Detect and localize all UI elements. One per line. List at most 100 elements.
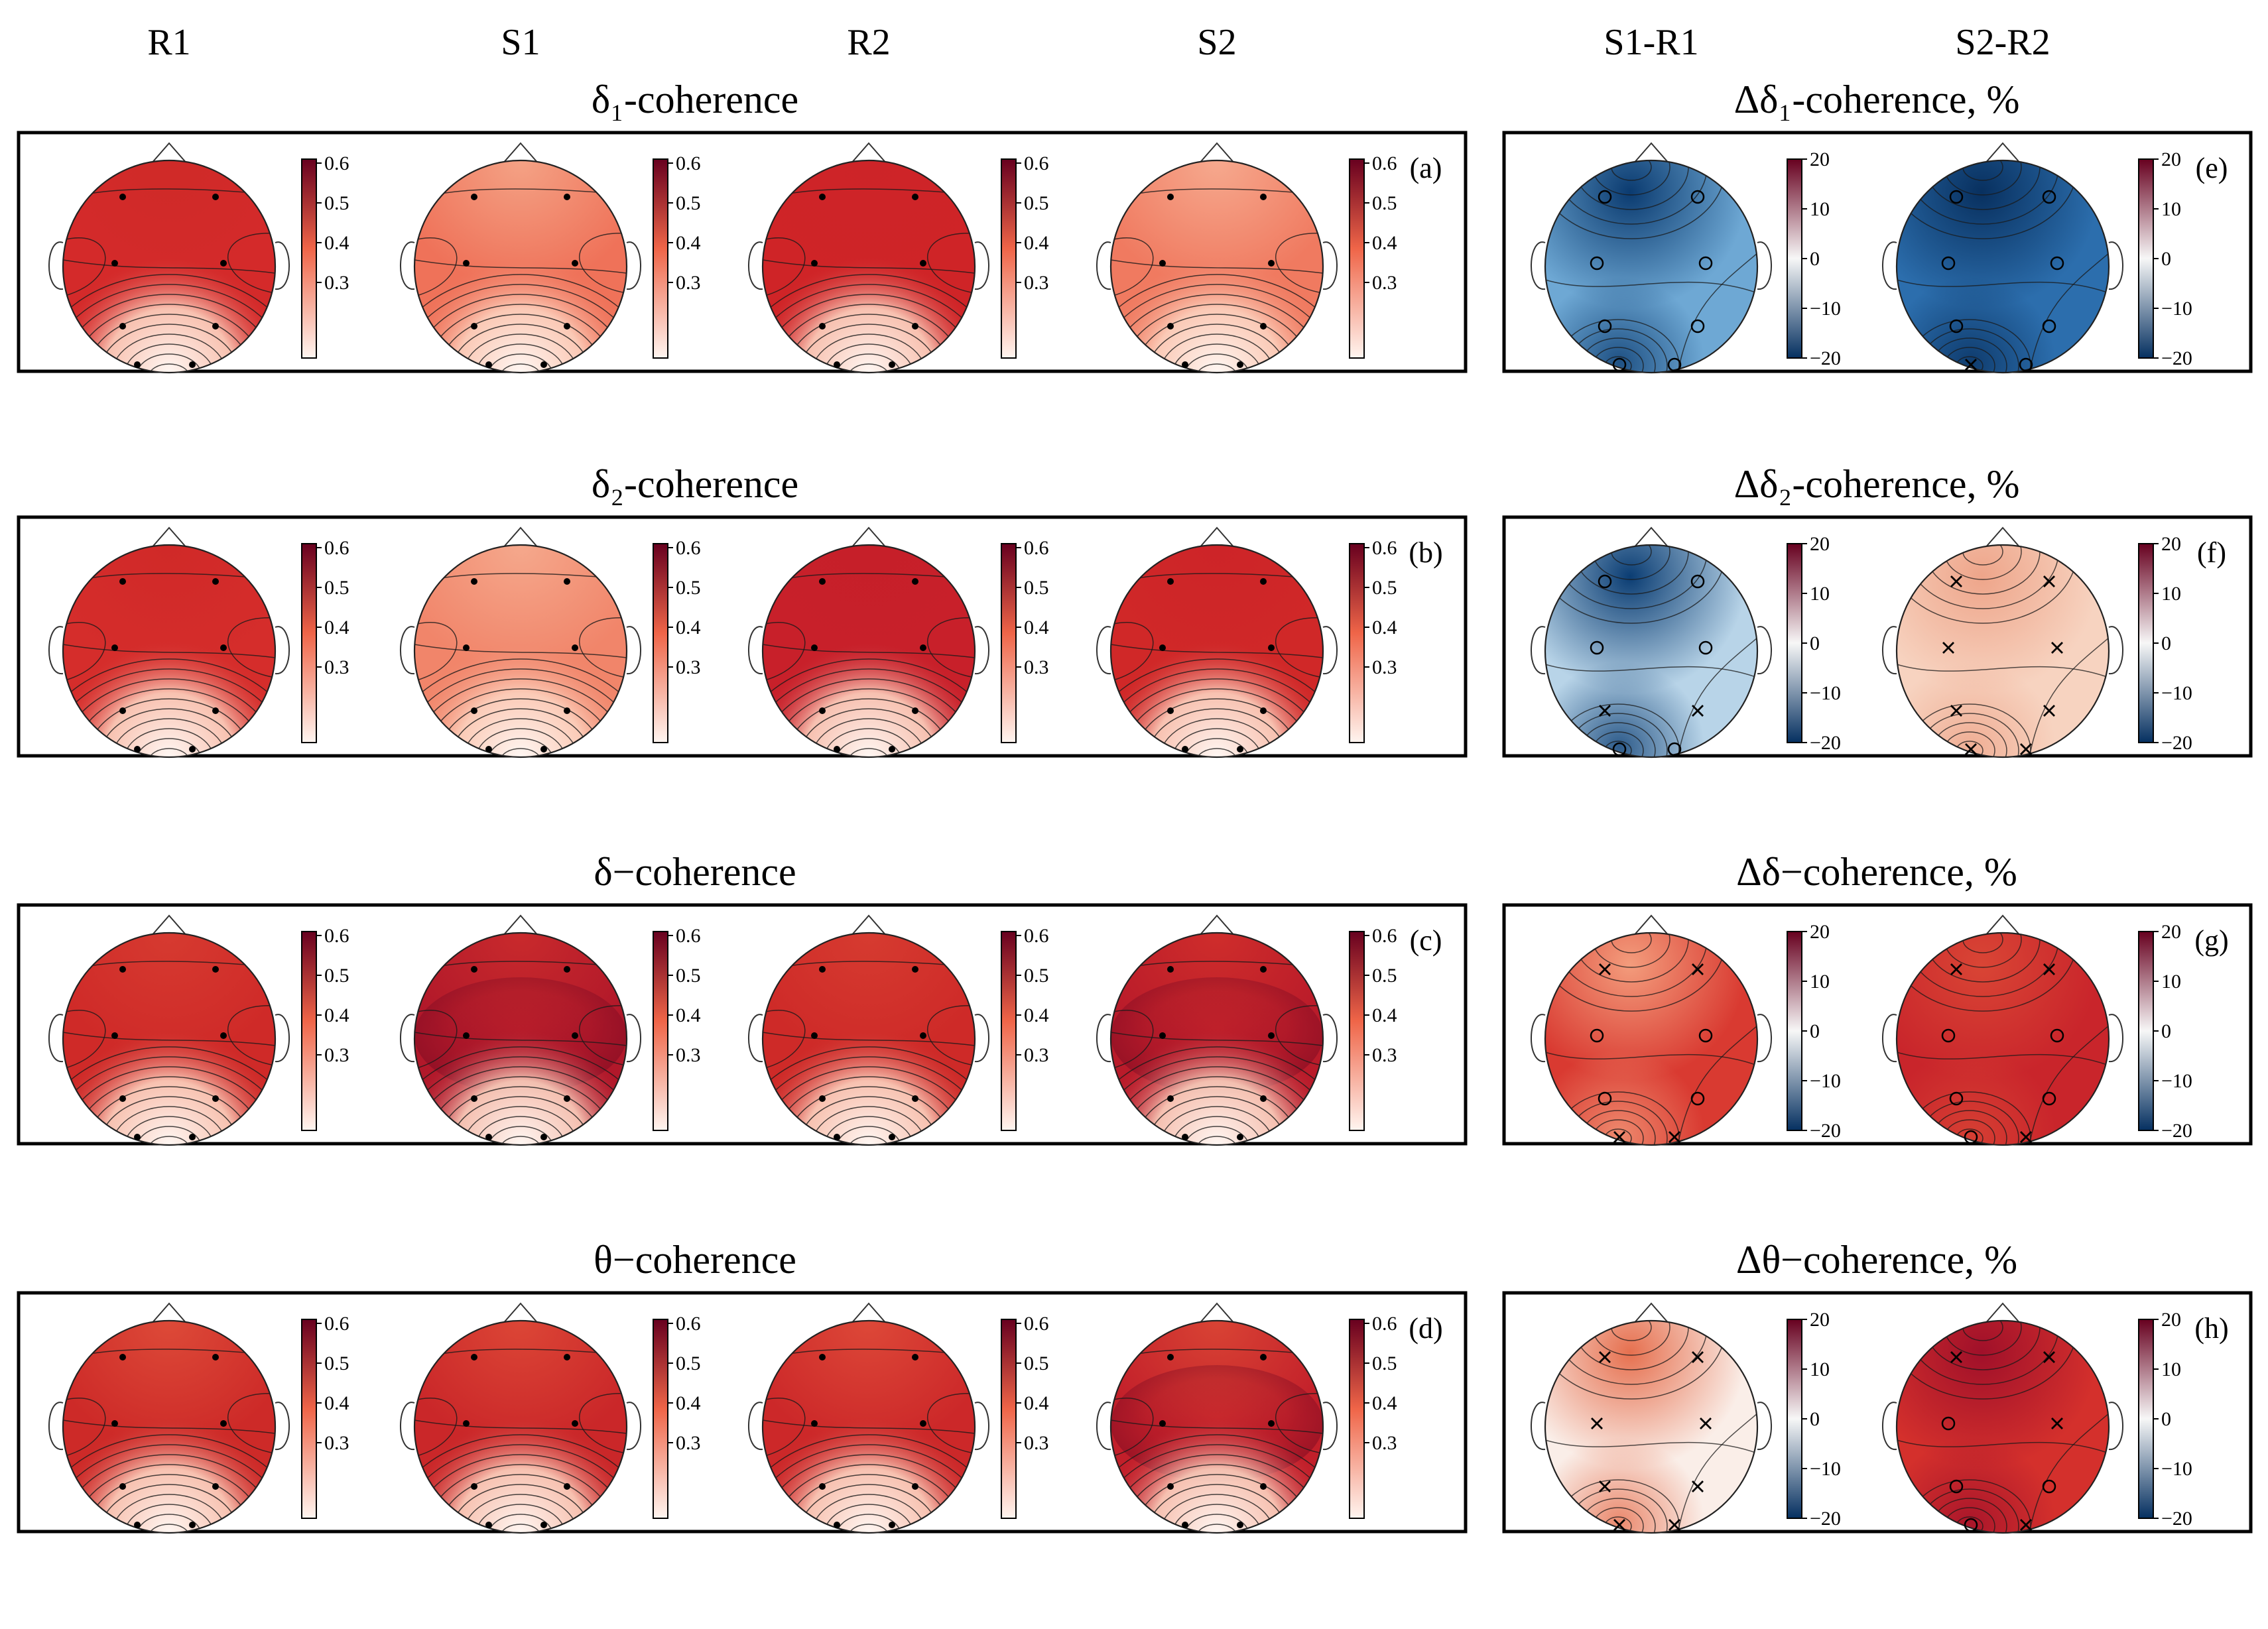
colorbar-left: 0.6 0.5 0.4 0.3 (1001, 537, 1049, 743)
electrode-dot (819, 1095, 826, 1102)
row-title-right: Δθ−coherence, % (1736, 1238, 2017, 1282)
electrode-dot (564, 323, 570, 330)
electrode-cross-marker (2051, 642, 2063, 654)
electrode-cross-marker (1692, 963, 1704, 975)
left-panel-frame (17, 131, 1468, 373)
colorbar-tick-label: 0.3 (324, 656, 349, 678)
right-ear-outline (626, 241, 641, 290)
colorbar-tick-label: 10 (2161, 971, 2181, 993)
colorbar-gradient (1349, 158, 1365, 359)
nose-outline (501, 914, 540, 937)
left-ear-outline (1531, 626, 1546, 675)
electrode-dot (1159, 1420, 1166, 1427)
row-title-left: δ−coherence (594, 850, 796, 894)
electrode-dot (1182, 1134, 1188, 1140)
colorbar-tick-label: 0.3 (324, 1432, 349, 1454)
colorbar-left: 0.6 0.5 0.4 0.3 (301, 1313, 349, 1519)
electrode-dot (471, 1354, 477, 1360)
nose-outline (1198, 526, 1236, 550)
electrode-dot (834, 1134, 840, 1140)
electrode-dot (119, 323, 126, 330)
topo-map-diff-2 (1882, 914, 2123, 1146)
colorbar-tick-label: 0.5 (676, 192, 701, 214)
colorbar-tick-label: 0.5 (1372, 192, 1397, 214)
electrode-cross-marker (2020, 1131, 2032, 1143)
electrode-cross-marker (1613, 1519, 1625, 1531)
electrode-circle-marker (2019, 357, 2033, 372)
colorbar-tick-label: 0.5 (1372, 577, 1397, 599)
colorbar-gradient (1787, 543, 1802, 743)
colorbar-tick-label: −10 (2161, 682, 2192, 704)
colorbar-tick-label: 0.4 (324, 1004, 349, 1026)
electrode-dot (819, 1354, 826, 1360)
left-ear-outline (1882, 626, 1897, 675)
electrode-dot (1260, 1095, 1267, 1102)
colorbar-tick-label: 0 (2161, 1408, 2171, 1430)
electrode-dot (834, 1522, 840, 1528)
electrode-cross-marker (1599, 1351, 1611, 1363)
figure-row-3: δ−coherence Δδ−coherence, %(c) (g)0.60.50.… (17, 850, 2253, 1146)
electrode-dot (1182, 361, 1188, 368)
colorbar-left: 0.6 0.5 0.4 0.3 (1001, 1313, 1049, 1519)
topo-map-r1 (48, 526, 290, 758)
electrode-circle-marker (1690, 319, 1705, 333)
scalp-outline (413, 932, 628, 1146)
colorbar-gradient (1787, 931, 1802, 1131)
topo-map-r1 (48, 142, 290, 374)
topo-map-r2 (748, 914, 989, 1146)
right-panel-frame (1502, 1291, 2253, 1534)
electrode-cross-marker (1950, 1351, 1962, 1363)
electrode-dot (119, 1095, 126, 1102)
colorbar-tick-label: 0.3 (1372, 1044, 1397, 1066)
electrode-dot (819, 323, 826, 330)
nose-outline (501, 1302, 540, 1325)
colorbar-tick-label: 0.6 (324, 537, 349, 559)
left-ear-outline (400, 626, 415, 675)
colorbar-tick-label: 20 (1810, 149, 1830, 170)
electrode-dot (485, 1134, 492, 1140)
electrode-dot (220, 1032, 227, 1039)
electrode-dot (1159, 644, 1166, 651)
right-ear-outline (974, 1014, 989, 1063)
colorbar-left: 0.6 0.5 0.4 0.3 (653, 152, 701, 359)
colorbar-tick-label: 0.3 (676, 1432, 701, 1454)
electrode-dot (111, 644, 118, 651)
colorbar-gradient (2138, 931, 2154, 1131)
electrode-circle-marker (2050, 256, 2064, 271)
electrode-dot (564, 707, 570, 714)
scalp-outline (1544, 932, 1759, 1146)
panel-letter-right: (g) (2194, 924, 2228, 957)
left-ear-outline (1531, 1014, 1546, 1063)
nose-outline (850, 914, 888, 937)
electrode-dot (220, 1420, 227, 1427)
colorbar-gradient (1787, 1319, 1802, 1519)
electrode-dot (572, 260, 578, 267)
electrode-circle-marker (1941, 256, 1956, 271)
electrode-dot (1260, 578, 1267, 585)
nose-outline (1984, 914, 2022, 937)
colorbar-tick-label: 0.5 (1024, 577, 1049, 599)
electrode-circle-marker (1612, 357, 1627, 372)
electrode-dot (1167, 323, 1174, 330)
left-ear-outline (48, 626, 64, 675)
electrode-dot (540, 1522, 547, 1528)
electrode-circle-marker (1598, 190, 1612, 204)
scalp-outline (1544, 1319, 1759, 1534)
left-ear-outline (48, 1014, 64, 1063)
colorbar-left: 0.6 0.5 0.4 0.3 (301, 152, 349, 359)
electrode-circle-marker (1698, 1028, 1713, 1043)
left-panel-frame (17, 903, 1468, 1146)
colorbar-gradient (1001, 543, 1017, 743)
colorbar-tick-label: −10 (1810, 298, 1841, 320)
electrode-dot (1159, 260, 1166, 267)
electrode-circle-marker (1598, 574, 1612, 589)
electrode-dot (1237, 746, 1243, 753)
electrode-dot (485, 1522, 492, 1528)
electrode-dot (1159, 1032, 1166, 1039)
electrode-circle-marker (1964, 1130, 1978, 1144)
colorbar-tick-label: 10 (2161, 198, 2181, 220)
row-title-right: Δδ₂-coherence, % (1734, 462, 2020, 506)
colorbar-gradient (301, 158, 317, 359)
electrode-cross-marker (1965, 359, 1977, 371)
